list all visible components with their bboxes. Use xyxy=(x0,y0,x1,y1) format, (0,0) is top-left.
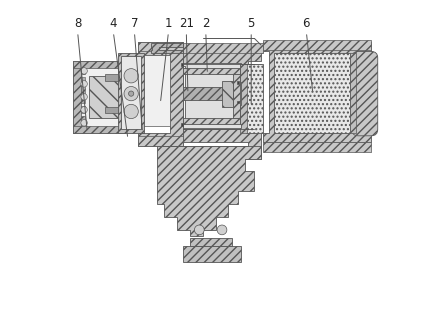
Polygon shape xyxy=(183,118,240,124)
Text: 5: 5 xyxy=(247,17,255,30)
Bar xyxy=(73,61,81,133)
Circle shape xyxy=(124,86,138,101)
Bar xyxy=(352,78,373,107)
Bar xyxy=(240,64,247,133)
Bar xyxy=(141,55,170,126)
Bar xyxy=(77,106,85,113)
Circle shape xyxy=(81,68,87,74)
Circle shape xyxy=(81,119,87,126)
Polygon shape xyxy=(121,56,141,129)
Bar xyxy=(237,81,239,84)
Text: 8: 8 xyxy=(74,17,81,30)
Text: 4: 4 xyxy=(110,17,117,30)
Polygon shape xyxy=(131,87,234,100)
Text: 1: 1 xyxy=(165,17,172,30)
Polygon shape xyxy=(157,146,261,236)
Bar xyxy=(77,77,85,84)
Polygon shape xyxy=(190,238,232,246)
Polygon shape xyxy=(183,63,242,128)
Polygon shape xyxy=(274,53,350,133)
Bar xyxy=(105,74,128,81)
Polygon shape xyxy=(89,76,121,118)
Bar xyxy=(350,53,356,133)
Polygon shape xyxy=(234,74,240,118)
Polygon shape xyxy=(73,61,125,133)
Bar xyxy=(73,126,125,133)
Polygon shape xyxy=(151,43,183,53)
Bar xyxy=(77,67,85,74)
Bar xyxy=(105,107,128,113)
FancyBboxPatch shape xyxy=(352,51,378,136)
Bar xyxy=(181,123,183,126)
Circle shape xyxy=(81,94,87,100)
Bar xyxy=(181,63,183,66)
Bar xyxy=(77,116,85,123)
Polygon shape xyxy=(246,64,262,133)
Bar xyxy=(77,96,85,103)
Circle shape xyxy=(81,107,87,113)
Circle shape xyxy=(124,104,138,118)
Circle shape xyxy=(217,225,227,235)
Circle shape xyxy=(124,69,138,83)
Text: 2: 2 xyxy=(202,17,210,30)
Bar xyxy=(138,42,183,51)
Polygon shape xyxy=(118,53,144,133)
Polygon shape xyxy=(76,64,121,129)
Circle shape xyxy=(194,225,204,235)
Polygon shape xyxy=(222,81,234,107)
Bar xyxy=(77,86,85,94)
Text: 7: 7 xyxy=(131,17,138,30)
Bar xyxy=(177,43,262,53)
Bar xyxy=(262,40,371,50)
Bar xyxy=(237,101,239,103)
Bar xyxy=(73,61,125,68)
Bar xyxy=(262,142,371,152)
Circle shape xyxy=(81,81,87,87)
Polygon shape xyxy=(183,246,242,262)
Circle shape xyxy=(129,91,134,96)
Bar xyxy=(183,64,254,129)
Polygon shape xyxy=(183,68,240,74)
Polygon shape xyxy=(138,42,183,146)
Text: 6: 6 xyxy=(303,17,310,30)
Text: 21: 21 xyxy=(179,17,194,30)
Polygon shape xyxy=(177,45,261,158)
Polygon shape xyxy=(262,42,371,142)
Bar xyxy=(138,136,183,146)
